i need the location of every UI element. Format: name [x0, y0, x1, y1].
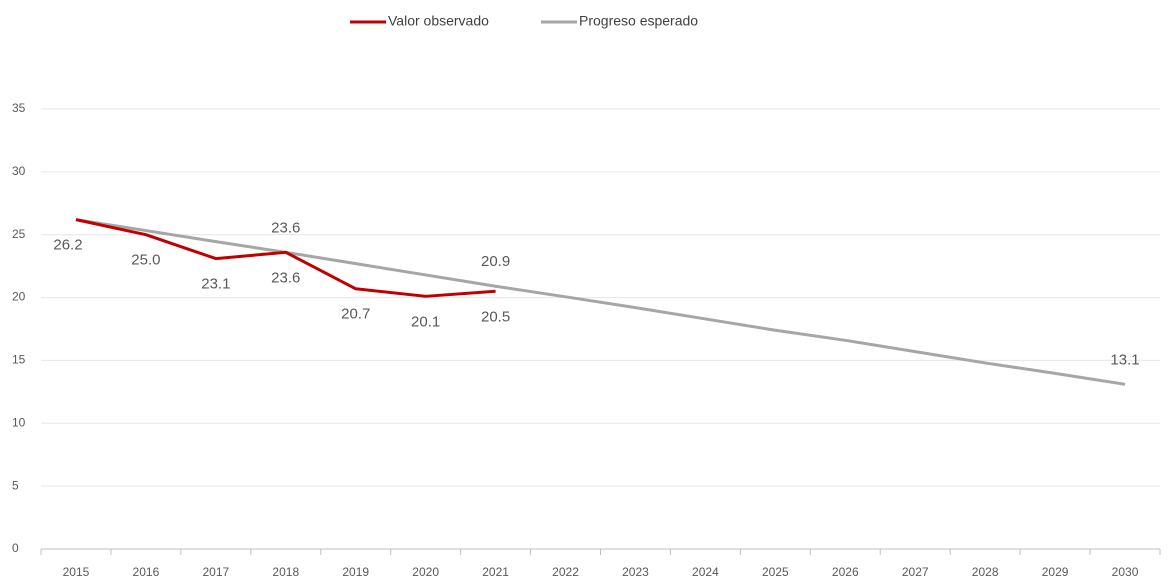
- x-tick-label: 2025: [762, 565, 789, 579]
- data-label: 25.0: [131, 252, 160, 269]
- data-label: 13.1: [1110, 351, 1139, 368]
- x-tick-label: 2017: [202, 565, 229, 579]
- x-tick-label: 2030: [1112, 565, 1139, 579]
- legend-label: Valor observado: [388, 13, 489, 29]
- x-tick-label: 2028: [972, 565, 999, 579]
- y-tick-label: 25: [12, 227, 26, 241]
- x-tick-label: 2029: [1042, 565, 1069, 579]
- line: [75, 218, 496, 298]
- x-tick-label: 2018: [272, 565, 299, 579]
- legend-label: Progreso esperado: [579, 13, 698, 29]
- y-tick-label: 0: [12, 541, 19, 555]
- x-tick-label: 2026: [832, 565, 859, 579]
- y-tick-label: 5: [12, 478, 19, 492]
- x-tick-label: 2016: [133, 565, 160, 579]
- y-tick-label: 30: [12, 164, 26, 178]
- data-label: 23.6: [271, 219, 300, 236]
- x-tick-label: 2022: [552, 565, 579, 579]
- data-label: 20.1: [411, 313, 440, 330]
- x-tick-label: 2021: [482, 565, 509, 579]
- data-label: 26.2: [53, 237, 82, 254]
- data-label: 23.6: [271, 269, 300, 286]
- x-tick-label: 2024: [692, 565, 719, 579]
- data-label: 20.5: [481, 308, 510, 325]
- y-tick-label: 10: [12, 415, 26, 429]
- y-tick-label: 15: [12, 353, 26, 367]
- x-tick-label: 2027: [902, 565, 929, 579]
- x-tick-label: 2023: [622, 565, 649, 579]
- data-label: 20.9: [481, 253, 510, 270]
- y-tick-label: 20: [12, 290, 26, 304]
- x-tick-label: 2020: [412, 565, 439, 579]
- line: [75, 218, 1126, 386]
- x-tick-label: 2015: [63, 565, 90, 579]
- x-tick-label: 2019: [342, 565, 369, 579]
- y-tick-label: 35: [12, 101, 26, 115]
- data-label: 23.1: [201, 276, 230, 293]
- data-label: 20.7: [341, 306, 370, 323]
